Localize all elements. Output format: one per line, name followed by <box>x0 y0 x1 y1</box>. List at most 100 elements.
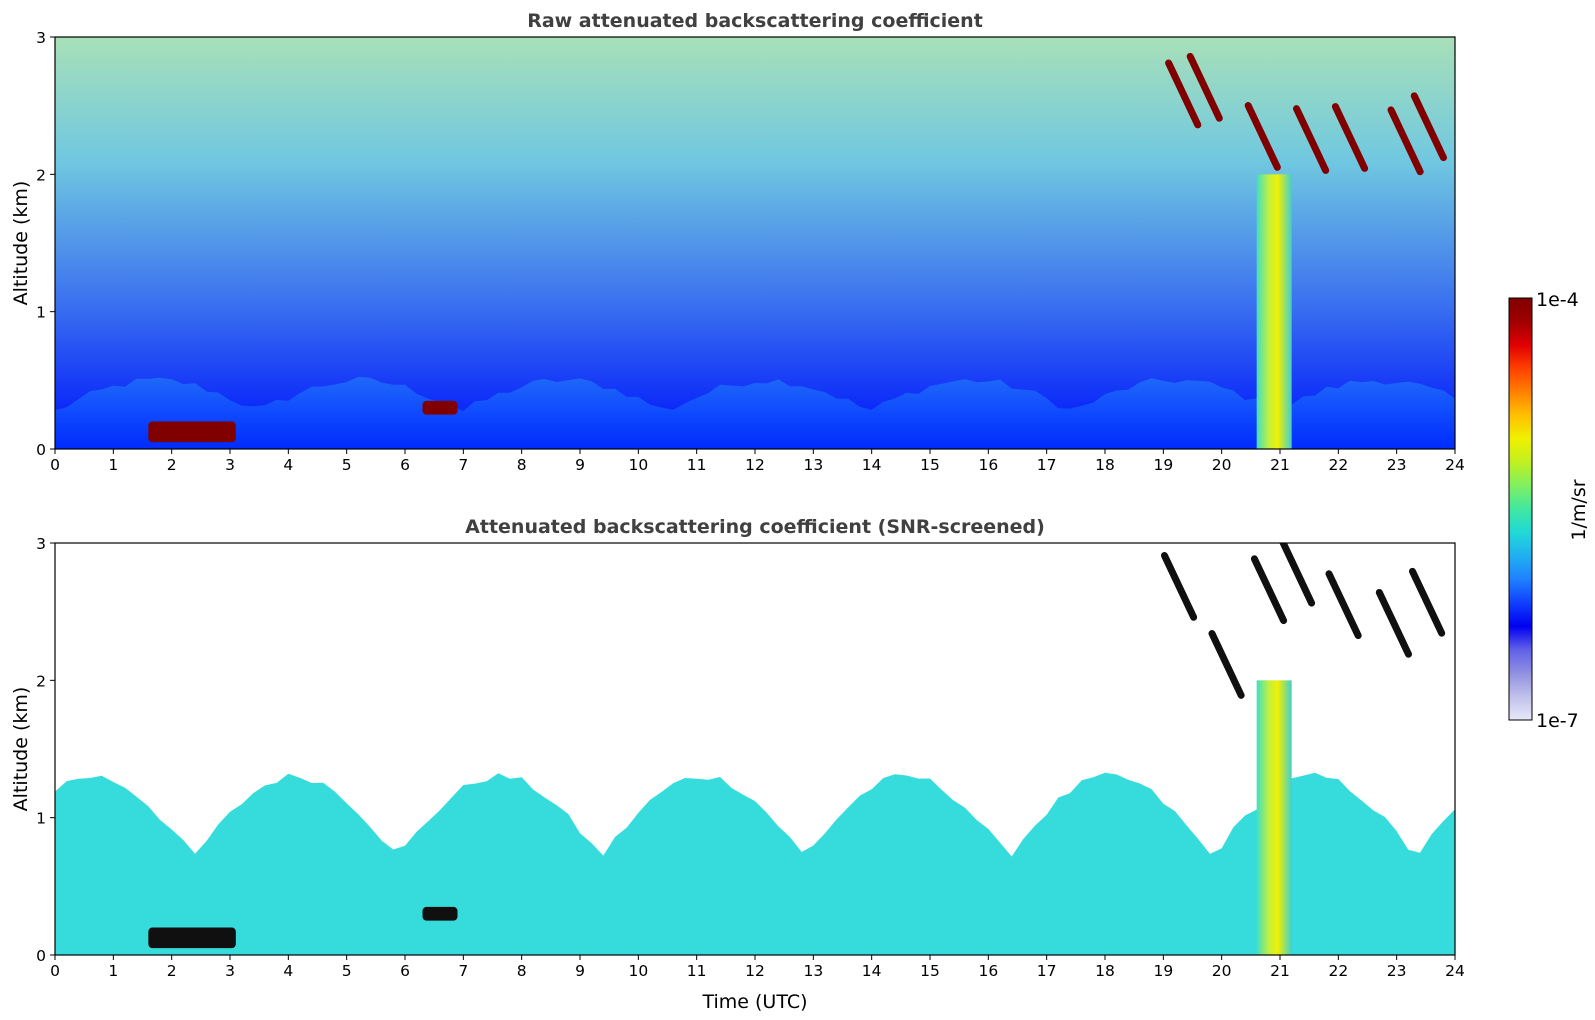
x-tick-label: 21 <box>1270 456 1290 474</box>
x-tick-label: 22 <box>1328 962 1348 980</box>
y-tick-label: 0 <box>36 947 46 965</box>
x-tick-label: 9 <box>575 456 585 474</box>
xlabel-time: Time (UTC) <box>701 991 807 1013</box>
feature-boundary-layer <box>55 772 1455 955</box>
feature-cloud-streak <box>1293 105 1330 174</box>
heatmap-screened <box>55 543 1455 955</box>
x-tick-label: 16 <box>978 456 998 474</box>
x-tick-label: 3 <box>225 456 235 474</box>
x-tick-label: 17 <box>1037 962 1057 980</box>
heatmap-raw <box>55 37 1455 449</box>
x-tick-label: 18 <box>1095 456 1115 474</box>
feature-cloud-streak <box>1331 103 1369 172</box>
x-tick-label: 3 <box>225 962 235 980</box>
ylabel-raw: Altitude (km) <box>10 181 32 306</box>
feature-cloud-streak <box>1387 106 1424 176</box>
x-tick-label: 23 <box>1387 962 1407 980</box>
x-tick-label: 0 <box>50 456 60 474</box>
x-tick-label: 1 <box>108 962 118 980</box>
x-tick-label: 19 <box>1153 962 1173 980</box>
x-tick-label: 7 <box>458 962 468 980</box>
x-tick-label: 5 <box>342 456 352 474</box>
x-tick-label: 20 <box>1212 456 1232 474</box>
noise-background <box>55 37 1455 449</box>
x-tick-label: 20 <box>1212 962 1232 980</box>
x-tick-label: 11 <box>687 456 707 474</box>
x-tick-label: 11 <box>687 962 707 980</box>
feature-cloud-streak <box>1250 555 1288 625</box>
feature-low-cloud <box>148 927 236 949</box>
x-tick-label: 12 <box>745 962 765 980</box>
x-tick-label: 9 <box>575 962 585 980</box>
x-tick-label: 16 <box>978 962 998 980</box>
y-tick-label: 2 <box>36 166 46 184</box>
feature-cloud-streak <box>1244 101 1281 171</box>
panel-title-screened: Attenuated backscattering coefficient (S… <box>465 516 1045 538</box>
feature-cloud-streak <box>1279 543 1316 607</box>
x-tick-label: 24 <box>1445 456 1465 474</box>
x-tick-label: 2 <box>167 962 177 980</box>
x-tick-label: 10 <box>628 456 648 474</box>
x-tick-label: 4 <box>283 456 293 474</box>
feature-cloud-streak <box>1160 551 1198 621</box>
feature-cloud-streak <box>1186 52 1223 122</box>
feature-low-cloud <box>148 421 236 443</box>
feature-precipitation <box>1256 680 1292 955</box>
y-tick-label: 1 <box>36 304 46 322</box>
x-tick-label: 19 <box>1153 456 1173 474</box>
panel-title-raw: Raw attenuated backscattering coefficien… <box>527 10 983 32</box>
y-tick-label: 1 <box>36 810 46 828</box>
x-tick-label: 14 <box>862 962 882 980</box>
panel-raw: Raw attenuated backscattering coefficien… <box>10 10 1465 474</box>
colorbar-unit-label: 1/m/sr <box>1568 479 1590 540</box>
feature-cloud-streak <box>1165 59 1202 129</box>
feature-precipitation <box>1256 174 1292 449</box>
x-tick-label: 7 <box>458 456 468 474</box>
feature-cloud-streak <box>1375 588 1413 658</box>
feature-cloud-streak <box>1208 630 1245 699</box>
colorbar-min-label: 1e-7 <box>1536 710 1579 732</box>
y-tick-label: 3 <box>36 29 46 47</box>
feature-cloud-streak <box>1325 570 1362 640</box>
colorbar-max-label: 1e-4 <box>1536 289 1579 311</box>
x-tick-label: 8 <box>517 456 527 474</box>
panel-screened: Attenuated backscattering coefficient (S… <box>10 516 1465 1013</box>
feature-cloud-streak <box>1410 92 1447 162</box>
feature-low-cloud <box>422 906 458 921</box>
x-tick-label: 15 <box>920 962 940 980</box>
x-tick-label: 24 <box>1445 962 1465 980</box>
y-tick-label: 2 <box>36 672 46 690</box>
x-tick-label: 17 <box>1037 456 1057 474</box>
x-tick-label: 22 <box>1328 456 1348 474</box>
colorbar-gradient <box>1508 297 1533 721</box>
x-tick-label: 13 <box>803 456 823 474</box>
feature-low-cloud <box>422 400 458 415</box>
heatmap-layer <box>55 52 1455 449</box>
feature-cloud-streak <box>1408 567 1446 637</box>
x-tick-label: 6 <box>400 962 410 980</box>
x-tick-label: 5 <box>342 962 352 980</box>
y-tick-label: 0 <box>36 441 46 459</box>
x-tick-label: 18 <box>1095 962 1115 980</box>
x-tick-label: 21 <box>1270 962 1290 980</box>
heatmap-layer <box>55 543 1455 955</box>
x-tick-label: 23 <box>1387 456 1407 474</box>
colorbar: 1e-4 1e-7 1/m/sr <box>1508 289 1590 732</box>
axes-raw: 0 1 2 3 4 5 6 7 8 9 10 11 12 13 14 15 16 17 18 19 20 21 22 23 24… <box>36 29 1465 474</box>
x-tick-label: 10 <box>628 962 648 980</box>
axes-screened: 0 1 2 3 4 5 6 7 8 9 10 11 12 13 14 15 16 17 18 19 20 21 22 23 24… <box>36 535 1465 980</box>
x-tick-label: 2 <box>167 456 177 474</box>
x-tick-label: 0 <box>50 962 60 980</box>
x-tick-label: 4 <box>283 962 293 980</box>
x-tick-label: 6 <box>400 456 410 474</box>
x-tick-label: 13 <box>803 962 823 980</box>
x-tick-label: 12 <box>745 456 765 474</box>
x-tick-label: 14 <box>862 456 882 474</box>
y-tick-label: 3 <box>36 535 46 553</box>
ylabel-screened: Altitude (km) <box>10 687 32 812</box>
x-tick-label: 1 <box>108 456 118 474</box>
x-tick-label: 15 <box>920 456 940 474</box>
x-tick-label: 8 <box>517 962 527 980</box>
feature-boundary-layer <box>55 376 1455 449</box>
